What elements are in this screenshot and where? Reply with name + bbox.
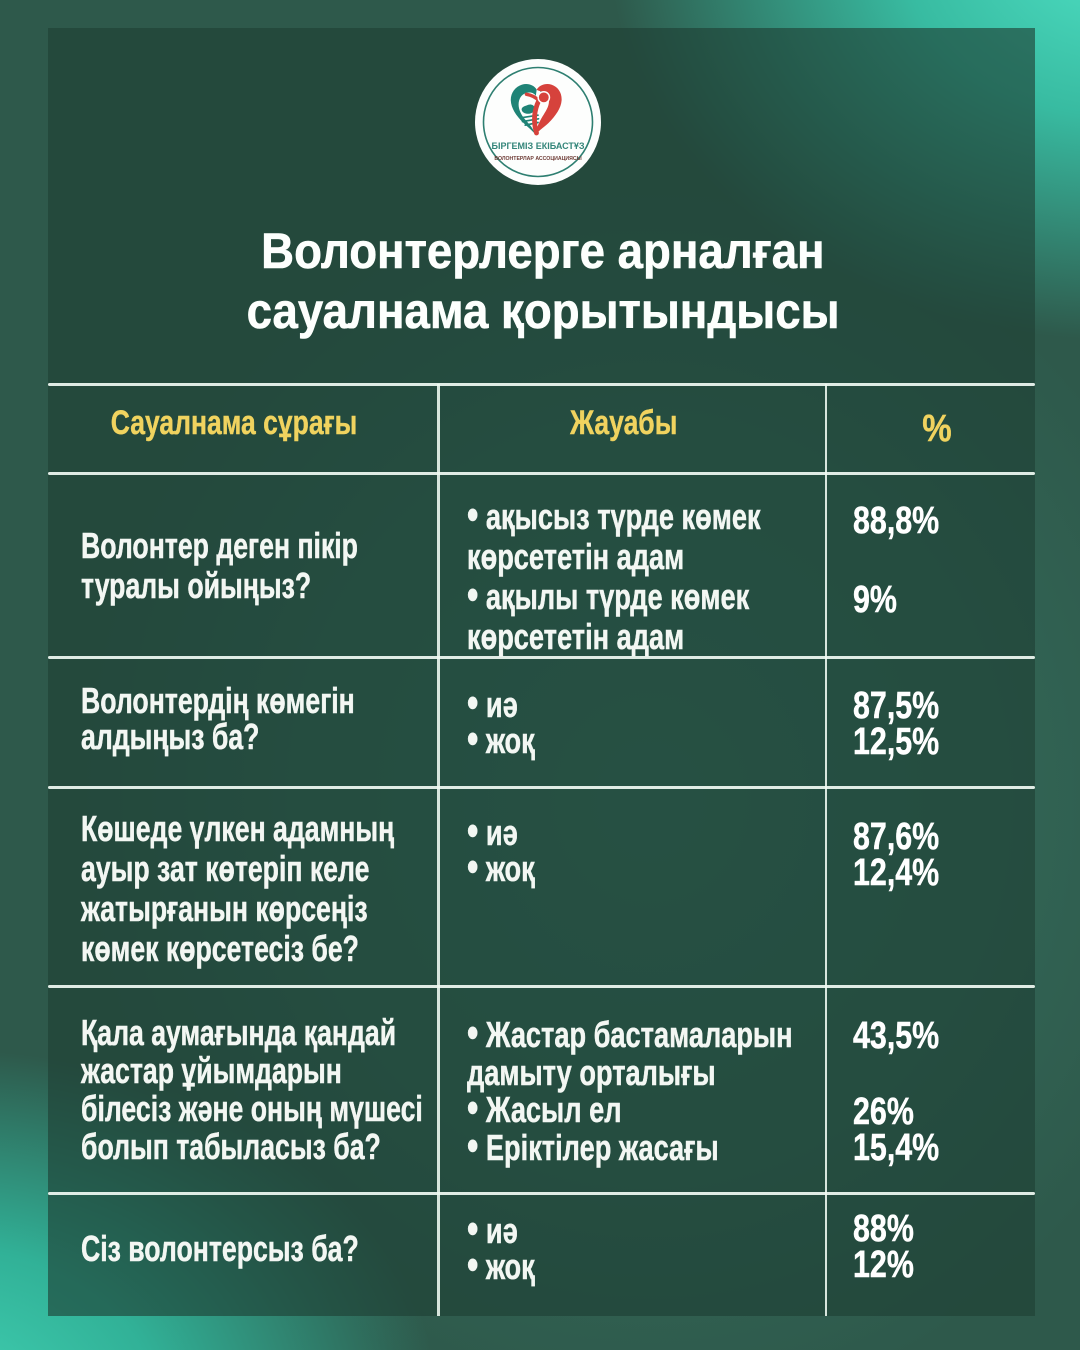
svg-text:ВОЛОНТЕРЛАР АССОЦИАЦИЯСЫ: ВОЛОНТЕРЛАР АССОЦИАЦИЯСЫ bbox=[494, 156, 581, 162]
svg-text:БІРГЕМІЗ ЕКІБАСТҰЗ: БІРГЕМІЗ ЕКІБАСТҰЗ bbox=[491, 141, 584, 151]
